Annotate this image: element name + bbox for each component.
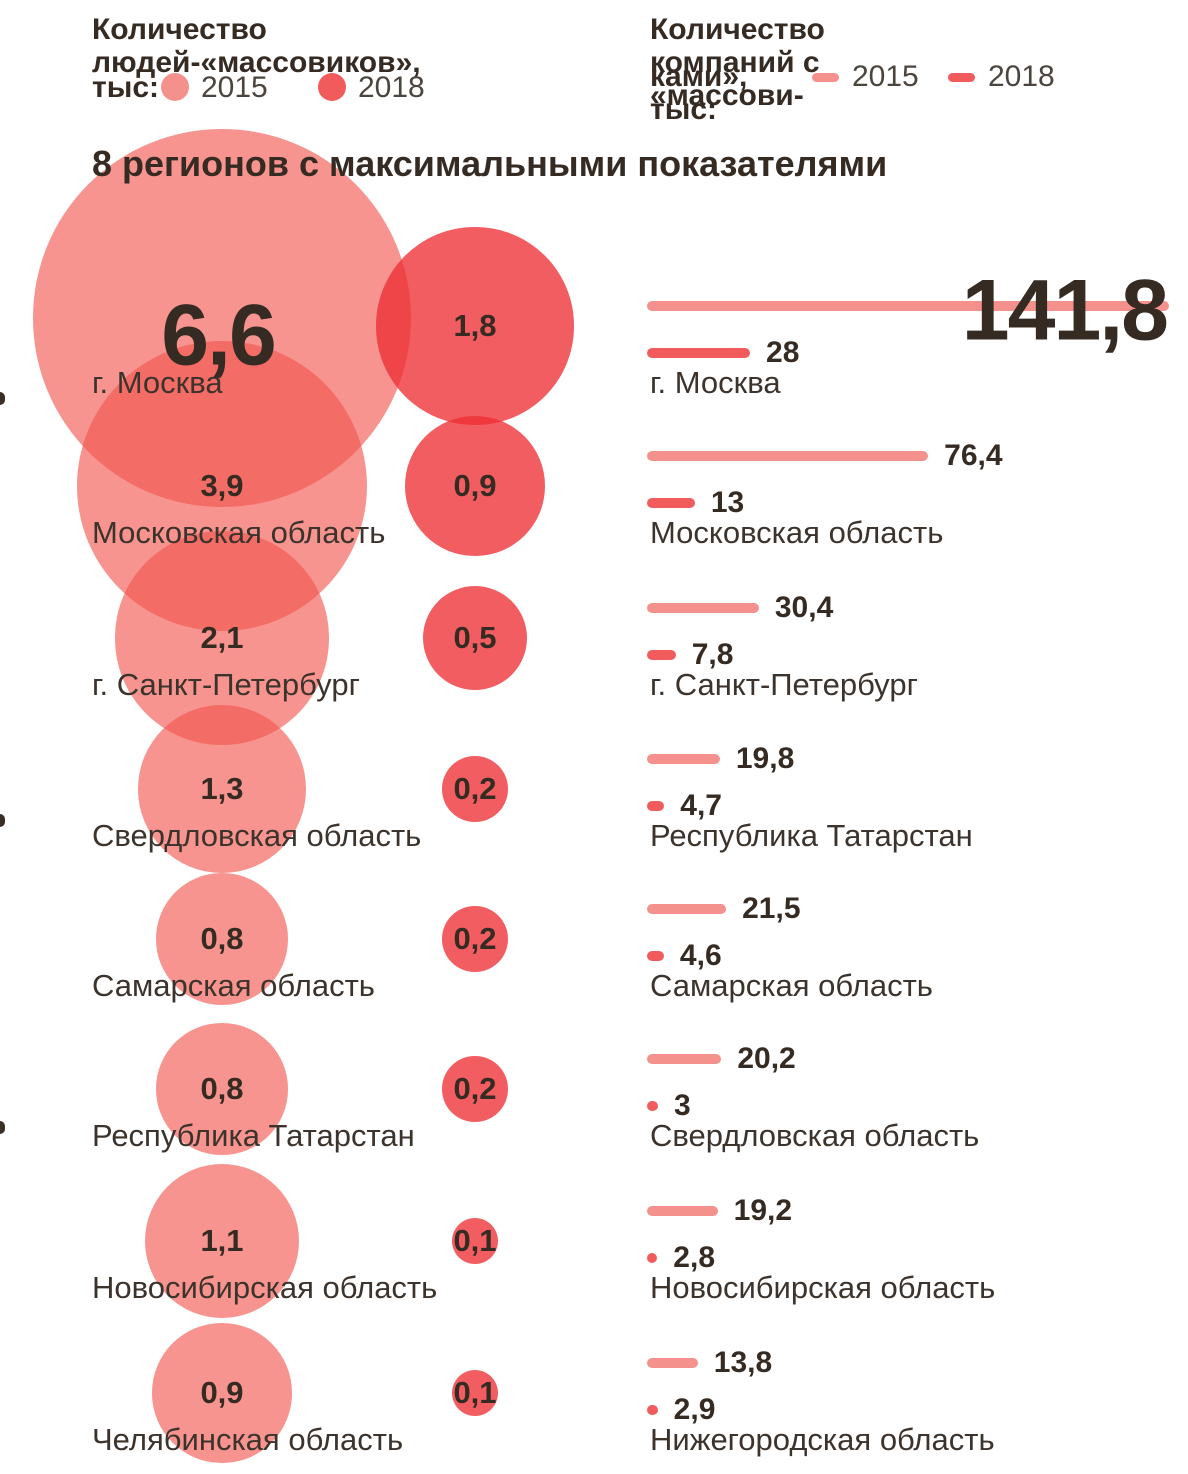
legend-companies-title: Количество компаний с «массови- [650, 13, 825, 112]
edge-artifact [0, 1121, 5, 1134]
bubble-2015-value: 1,1 [200, 1223, 244, 1258]
bar-2015 [647, 1206, 718, 1216]
bar-2015 [647, 904, 727, 914]
region-label: Республика Татарстан [92, 1118, 415, 1153]
bubble-2018-value: 0,1 [453, 1375, 497, 1410]
legend-companies-year-2015: 2015 [852, 60, 919, 93]
bubble-2015-circle [152, 1323, 292, 1463]
bubble-2018-circle [442, 906, 508, 972]
bubble-2018-value: 0,2 [453, 771, 497, 806]
bubble-2018-circle [405, 416, 545, 556]
legend-people-dot-2018-icon [318, 73, 346, 101]
region-label: Московская область [92, 515, 386, 550]
bubble-2015-value: 2,1 [200, 620, 244, 655]
bar-2015-value: 30,4 [774, 591, 834, 624]
bubble-2015-value: 0,8 [200, 921, 244, 956]
bubble-2015-value: 1,3 [200, 771, 244, 806]
region-label: г. Москва [650, 365, 781, 400]
region-label: г. Санкт-Петербург [650, 667, 918, 702]
bar-2015-value: 21,5 [742, 892, 801, 925]
bubble-2015-circle [156, 1023, 288, 1155]
legend-people-unit: тыс: [92, 71, 159, 104]
bubble-2018-circle [376, 227, 574, 425]
region-label: Московская область [650, 515, 944, 550]
bubble-2018-value: 0,5 [453, 620, 497, 655]
bar-2015-value: 19,2 [733, 1194, 793, 1227]
region-label: Новосибирская область [92, 1270, 438, 1305]
bubble-2018-value: 1,8 [453, 308, 497, 343]
bubble-2018-value: 0,1 [453, 1223, 497, 1258]
legend-companies-unit: ками», тыс: [650, 60, 748, 126]
legend-companies-dash-2015-icon [812, 73, 839, 82]
bubble-2015-circle [138, 705, 306, 873]
bar-2018 [647, 1101, 659, 1111]
legend-companies-dash-2018-icon [948, 73, 975, 82]
edge-artifact [0, 392, 5, 405]
region-label: Самарская область [92, 968, 375, 1003]
bar-2018 [647, 650, 676, 660]
bubble-2015-circle [156, 873, 288, 1005]
bar-2018 [647, 348, 751, 358]
bar-2015 [647, 754, 720, 764]
edge-artifact [0, 814, 5, 827]
bar-2018-value: 28 [766, 336, 800, 369]
bar-2018 [647, 498, 695, 508]
legend-people-title: Количество людей-«массовиков», [92, 13, 421, 79]
bar-2015-value: 76,4 [944, 439, 1003, 472]
bubble-2015-value: 3,9 [200, 468, 244, 503]
bar-2015 [647, 1054, 722, 1064]
legend-people-year-2015: 2015 [201, 71, 268, 104]
bar-2018 [647, 1253, 658, 1263]
bubble-2018-value: 0,2 [453, 921, 497, 956]
bar-2018 [647, 801, 665, 811]
region-label: Новосибирская область [650, 1270, 996, 1305]
bar-2015 [647, 1358, 698, 1368]
bar-2018 [647, 1405, 658, 1415]
region-label: г. Санкт-Петербург [92, 667, 360, 702]
region-label: Республика Татарстан [650, 818, 973, 853]
region-label: Самарская область [650, 968, 933, 1003]
bar-2015-value: 13,8 [713, 1346, 773, 1379]
bar-2015-value: 19,8 [735, 742, 795, 775]
bubble-2018-value: 0,9 [453, 468, 497, 503]
region-label: Свердловская область [650, 1118, 980, 1153]
legend-people-dot-2015-icon [161, 73, 189, 101]
bubble-2018-circle [442, 756, 508, 822]
region-label: Челябинская область [92, 1422, 404, 1457]
bubble-2018-value: 0,2 [453, 1071, 497, 1106]
bubble-2018-circle [451, 1217, 499, 1265]
bar-2015-value: 141,8 [961, 262, 1169, 359]
bar-2015-value: 20,2 [737, 1042, 796, 1075]
region-label: Свердловская область [92, 818, 422, 853]
bar-2018-value: 4,6 [679, 939, 722, 972]
bubble-2018-circle [423, 586, 527, 690]
legend-companies-year-2018: 2018 [988, 60, 1055, 93]
bar-2018-value: 13 [710, 486, 745, 519]
bubble-2018-circle [451, 1369, 499, 1417]
legend-people-year-2018: 2018 [358, 71, 425, 104]
bar-2015 [647, 451, 929, 461]
region-label: г. Москва [92, 365, 223, 400]
bar-2015 [647, 301, 1169, 311]
bubble-2018-circle [442, 1056, 508, 1122]
bubble-2015-circle [144, 1163, 300, 1319]
bar-2018-value: 3 [674, 1089, 691, 1122]
bar-2018-value: 2,9 [673, 1393, 716, 1426]
region-label: Нижегородская область [650, 1422, 995, 1457]
chart-title: 8 регионов с максимальными показателями [92, 143, 888, 184]
bubble-2015-value: 0,9 [200, 1375, 244, 1410]
bar-2015 [647, 603, 759, 613]
bubble-2015-value: 0,8 [200, 1071, 244, 1106]
bar-2018 [647, 951, 664, 961]
bar-2018-value: 2,8 [673, 1241, 716, 1274]
bar-2018-value: 7,8 [691, 638, 734, 671]
bar-2018-value: 4,7 [680, 789, 722, 822]
bubble-2015-value: 6,6 [161, 287, 277, 384]
